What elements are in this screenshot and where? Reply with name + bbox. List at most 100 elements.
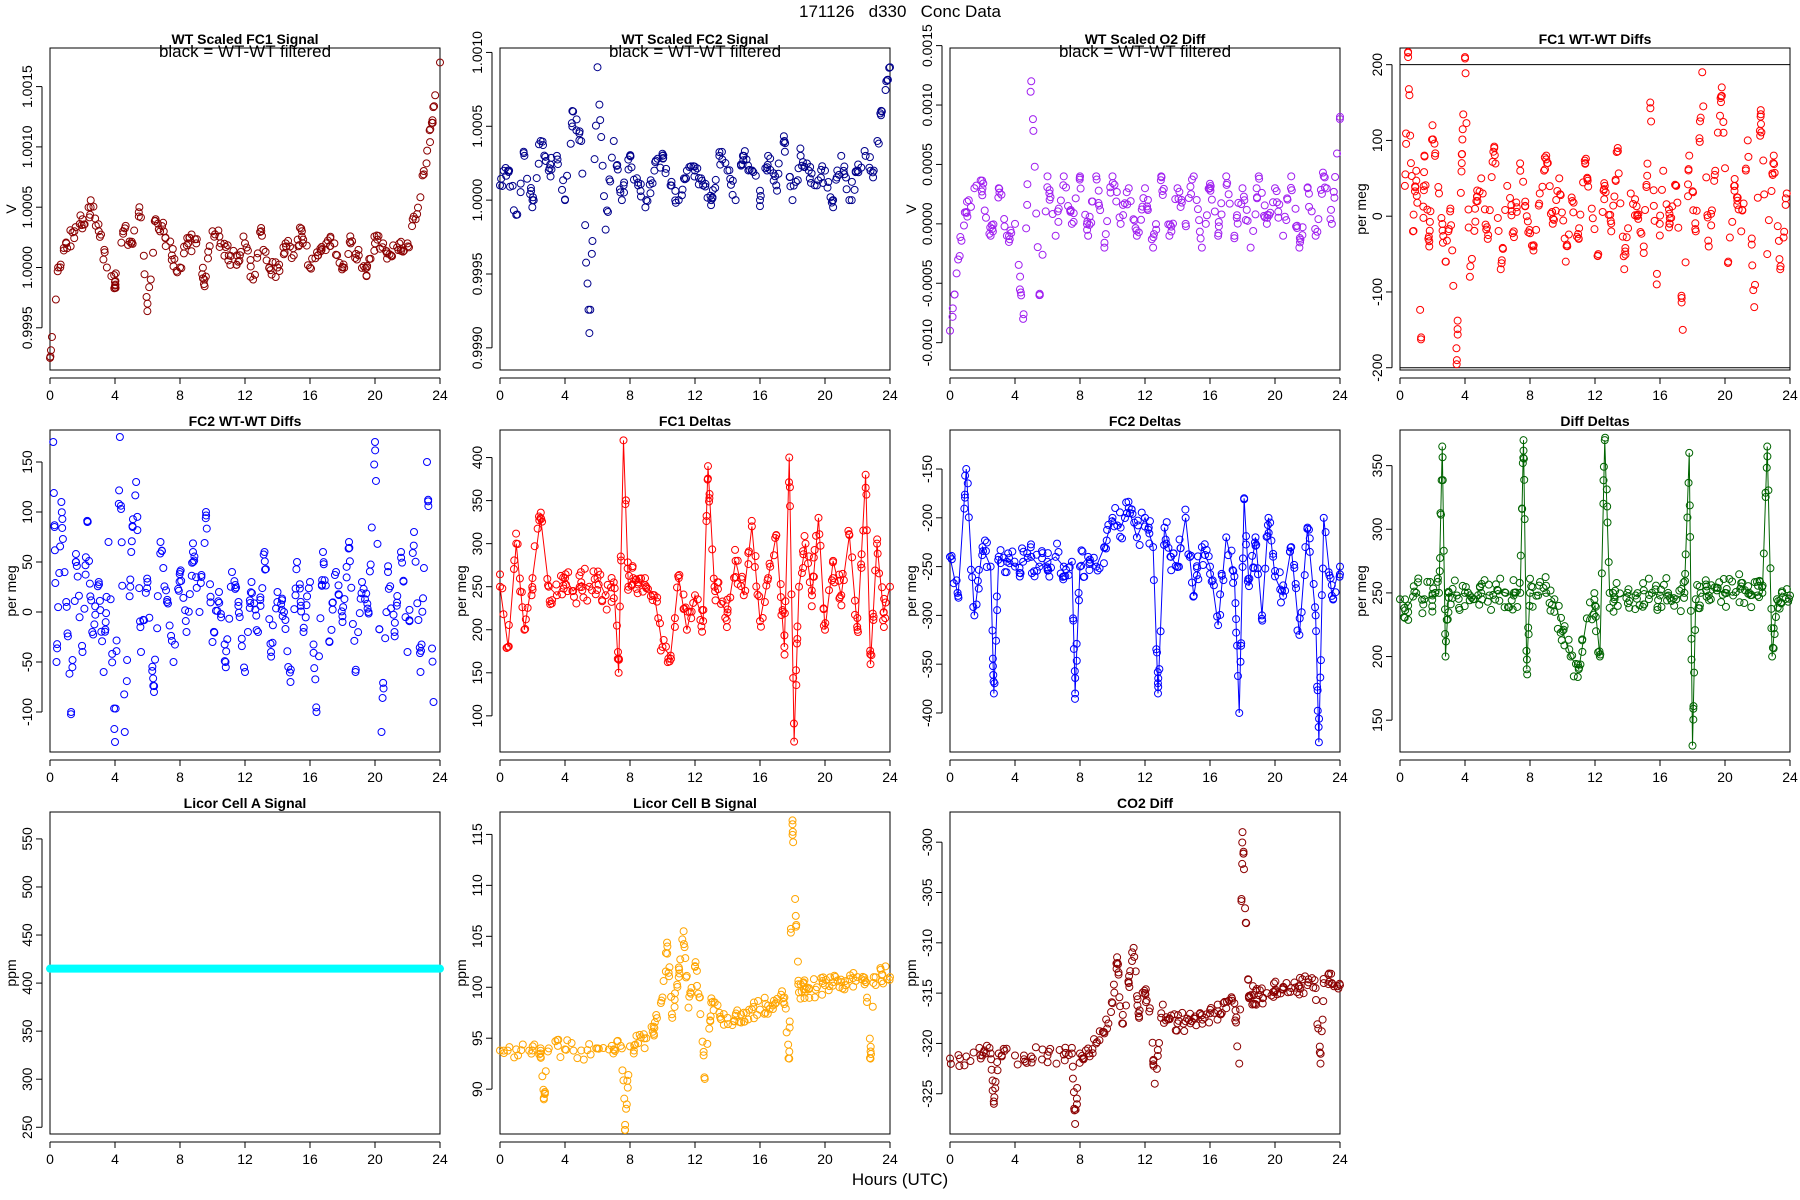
y-tick-label: 200 <box>1369 53 1385 77</box>
data-point <box>258 584 267 593</box>
data-point <box>1769 159 1778 168</box>
data-point <box>793 622 802 631</box>
data-point <box>1227 546 1236 555</box>
data-point <box>1001 568 1010 577</box>
data-point <box>330 239 339 248</box>
data-point <box>1293 626 1302 635</box>
data-point <box>824 178 833 187</box>
data-point <box>1740 599 1749 608</box>
data-point <box>1317 189 1326 198</box>
data-point <box>1649 186 1658 195</box>
data-point <box>237 642 246 651</box>
data-point <box>1061 1043 1070 1052</box>
data-point <box>705 494 714 503</box>
data-point <box>838 984 847 993</box>
data-point <box>1130 952 1139 961</box>
data-point <box>749 168 758 177</box>
data-point <box>685 163 694 172</box>
x-tick-label: 8 <box>1526 387 1534 403</box>
data-point <box>886 63 894 72</box>
x-tick-label: 16 <box>752 387 768 403</box>
data-point <box>801 539 810 548</box>
data-point <box>662 164 671 173</box>
data-point <box>268 638 277 647</box>
data-point <box>1478 595 1487 604</box>
data-point <box>1774 236 1783 245</box>
data-point <box>1725 233 1734 242</box>
data-point <box>636 192 645 201</box>
data-point <box>1028 1054 1037 1063</box>
data-point <box>1133 995 1142 1004</box>
data-point <box>1026 540 1035 549</box>
data-point <box>499 1049 508 1058</box>
data-point <box>528 203 537 212</box>
data-point <box>1489 590 1498 599</box>
data-point <box>598 161 607 170</box>
data-point <box>599 192 608 201</box>
data-point <box>982 1041 991 1050</box>
data-point <box>1305 547 1314 556</box>
x-tick-label: 20 <box>1267 769 1283 785</box>
data-point <box>1282 216 1291 225</box>
data-point <box>1286 547 1295 556</box>
data-point <box>338 265 347 274</box>
data-point <box>1659 580 1668 589</box>
data-point <box>99 255 108 264</box>
data-point <box>1181 505 1190 514</box>
data-point <box>215 598 224 607</box>
data-point <box>1181 222 1190 231</box>
data-point <box>130 226 139 235</box>
data-point <box>1210 207 1219 216</box>
data-point <box>955 252 964 261</box>
data-point <box>1441 630 1450 639</box>
data-point <box>980 206 989 215</box>
data-point <box>66 710 75 719</box>
plot-frame <box>1399 47 1791 371</box>
data-point <box>1111 504 1120 513</box>
data-point <box>1622 233 1631 242</box>
data-point <box>1590 589 1599 598</box>
data-point <box>1181 513 1190 522</box>
data-point <box>572 599 581 608</box>
data-point <box>1438 453 1447 462</box>
x-tick-label: 4 <box>111 1151 119 1167</box>
data-point <box>298 239 307 248</box>
data-point <box>1295 990 1304 999</box>
data-point <box>774 169 783 178</box>
x-tick-label: 0 <box>496 769 504 785</box>
data-point <box>687 983 696 992</box>
data-point <box>143 299 152 308</box>
data-point <box>789 181 798 190</box>
data-point <box>220 251 229 260</box>
data-point <box>177 576 186 585</box>
data-point <box>563 171 572 180</box>
data-point <box>1461 69 1470 78</box>
data-point <box>722 616 731 625</box>
data-point <box>1711 166 1720 175</box>
data-point <box>499 1046 508 1055</box>
data-point <box>781 1004 790 1013</box>
data-point <box>1430 139 1439 148</box>
data-point <box>711 596 720 605</box>
data-point <box>1147 235 1156 244</box>
data-point <box>1056 196 1065 205</box>
data-point <box>776 580 785 589</box>
y-tick-label: 200 <box>1369 645 1385 669</box>
data-point <box>418 171 427 180</box>
data-point <box>1023 180 1032 189</box>
data-point <box>989 1097 998 1106</box>
data-point <box>56 260 65 269</box>
data-point <box>312 703 321 712</box>
data-point <box>751 552 760 561</box>
data-point <box>1782 189 1791 198</box>
data-point <box>1770 160 1779 169</box>
data-point <box>429 103 438 112</box>
data-point <box>780 147 789 156</box>
data-point <box>765 559 774 568</box>
data-point <box>847 196 856 205</box>
data-point <box>1311 611 1320 620</box>
x-tick-label: 24 <box>882 1151 898 1167</box>
data-point <box>229 246 238 255</box>
data-point <box>516 188 525 197</box>
data-point <box>654 614 663 623</box>
